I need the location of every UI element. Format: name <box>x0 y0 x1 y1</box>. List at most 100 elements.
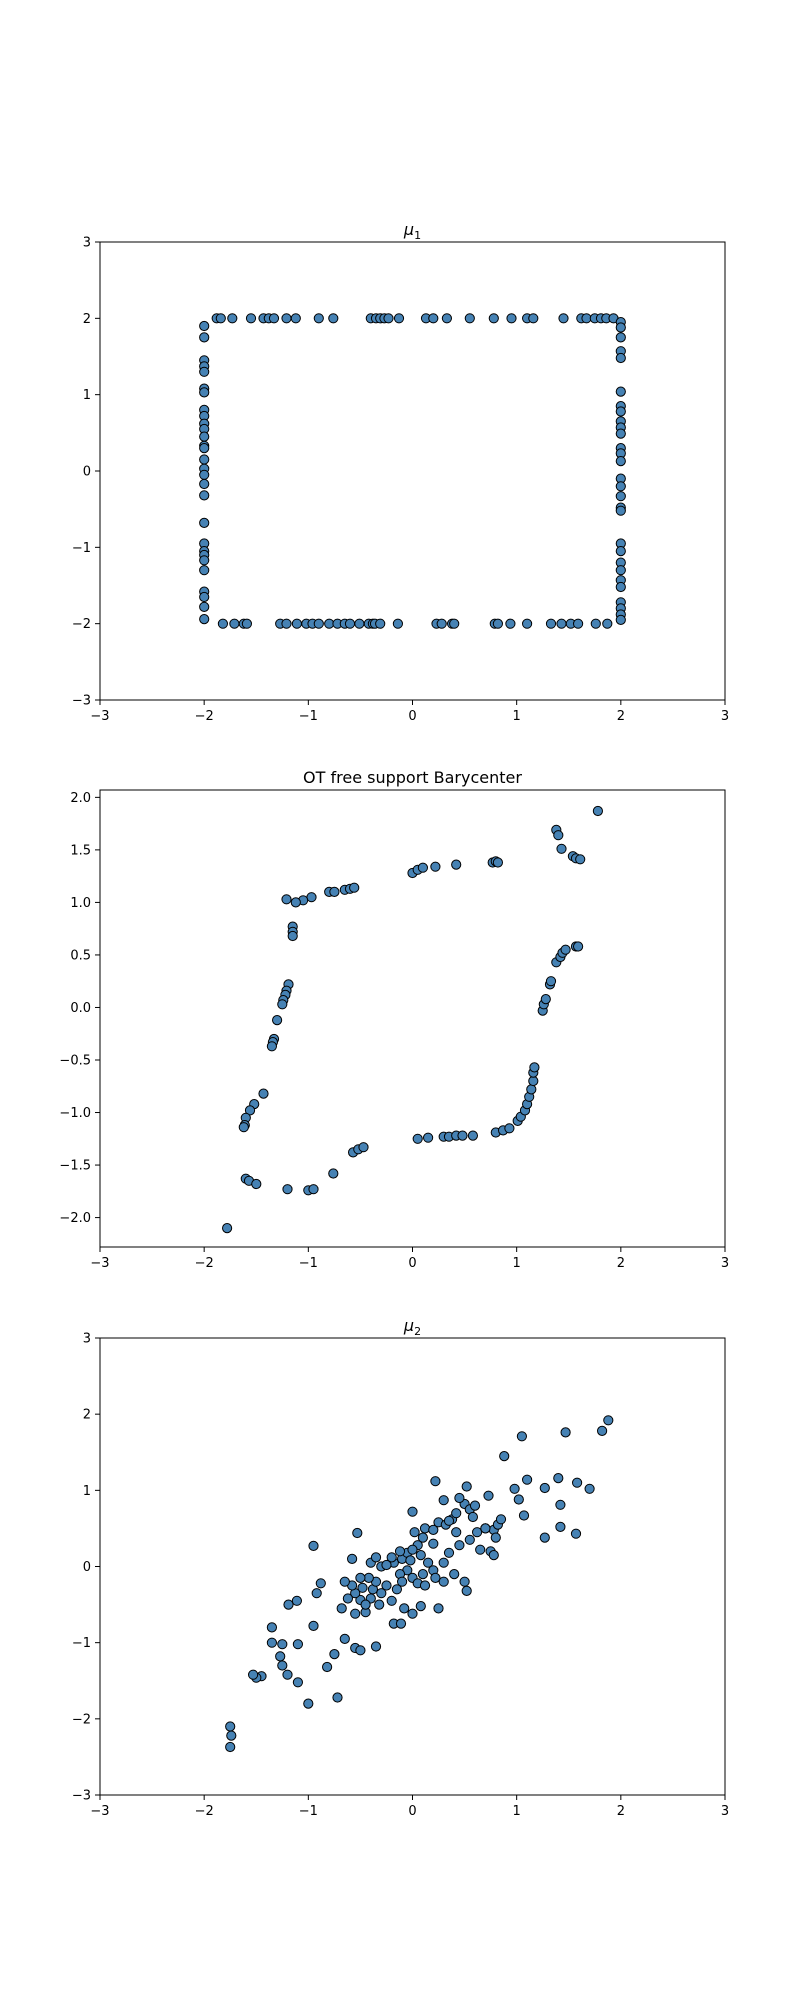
data-point <box>488 313 499 324</box>
data-point <box>615 406 626 417</box>
data-point <box>349 882 360 893</box>
y-tick-label: 2 <box>83 1408 91 1423</box>
data-point <box>443 1547 455 1558</box>
x-tick-label: 2 <box>617 1256 625 1271</box>
data-point <box>407 1608 418 1619</box>
data-point <box>360 1599 371 1610</box>
data-point <box>451 1527 462 1538</box>
data-point <box>597 1425 608 1437</box>
data-point <box>199 443 210 454</box>
data-point <box>245 313 257 324</box>
y-tick-label: −3 <box>72 694 91 709</box>
x-tick-label: 1 <box>513 709 521 724</box>
data-point <box>545 618 557 629</box>
data-point <box>328 1168 339 1179</box>
data-point <box>375 618 386 629</box>
data-point <box>248 1669 259 1680</box>
data-points <box>199 313 626 629</box>
data-point <box>287 930 298 942</box>
data-point <box>575 854 586 865</box>
data-point <box>258 1088 269 1099</box>
data-point <box>461 1481 472 1492</box>
x-tick-label: −1 <box>299 1804 318 1819</box>
data-point <box>528 313 539 324</box>
data-point <box>504 1123 515 1134</box>
data-point <box>266 1637 277 1648</box>
data-point <box>339 1633 350 1645</box>
data-point <box>391 1584 402 1595</box>
data-point <box>199 469 210 480</box>
y-tick-label: −2.0 <box>59 1211 91 1226</box>
data-point <box>451 859 462 870</box>
x-tick-label: 1 <box>513 1804 521 1819</box>
data-point <box>483 1490 494 1501</box>
data-point <box>336 1603 347 1614</box>
data-point <box>313 618 324 629</box>
data-point <box>488 1550 499 1561</box>
data-point <box>215 313 226 324</box>
data-point <box>526 1084 537 1095</box>
data-point <box>407 1544 418 1555</box>
data-point <box>329 1649 340 1660</box>
data-point <box>313 313 324 324</box>
data-point <box>277 999 288 1010</box>
data-point <box>363 1572 374 1584</box>
data-point <box>615 546 626 557</box>
data-point <box>449 618 460 629</box>
data-point <box>225 1741 236 1753</box>
data-point <box>281 618 292 629</box>
data-point <box>615 565 626 576</box>
x-tick-label: −1 <box>299 709 318 724</box>
data-point <box>227 313 238 324</box>
data-point <box>573 618 584 629</box>
y-tick-label: 0.5 <box>70 948 91 963</box>
data-point <box>355 1572 366 1584</box>
data-point <box>395 1618 407 1629</box>
data-point <box>475 1544 486 1555</box>
data-point <box>428 1524 439 1536</box>
data-point <box>355 1645 366 1656</box>
data-point <box>199 517 210 529</box>
y-tick-label: −0.5 <box>59 1053 91 1068</box>
data-point <box>480 1523 491 1534</box>
data-point <box>393 313 405 324</box>
data-point <box>490 1532 501 1543</box>
data-point <box>332 1692 343 1703</box>
y-tick-label: −2 <box>72 1712 91 1727</box>
data-point <box>545 976 557 987</box>
data-point <box>430 1476 441 1487</box>
data-point <box>315 1578 326 1589</box>
data-point <box>615 456 626 467</box>
data-point <box>339 1576 350 1587</box>
data-point <box>556 618 567 629</box>
data-point <box>399 1603 410 1614</box>
data-point <box>441 313 452 324</box>
scatter-panel-3: −3 −2 −1 0 1 2 3 −3 −2 −1 0 1 2 3 μ2 <box>72 1316 729 1819</box>
data-point <box>229 618 240 629</box>
data-point <box>443 1515 455 1526</box>
data-point <box>347 1553 358 1565</box>
data-point <box>615 614 626 626</box>
data-point <box>590 618 601 629</box>
data-point <box>539 1482 550 1494</box>
data-point <box>506 313 517 324</box>
data-point <box>392 618 403 629</box>
data-point <box>438 1495 449 1506</box>
data-point <box>584 1483 595 1494</box>
data-point <box>602 618 613 629</box>
data-points <box>225 1415 614 1753</box>
y-tick-label: −1 <box>72 1636 91 1651</box>
data-point <box>272 1015 283 1026</box>
data-point <box>513 1494 524 1505</box>
data-point <box>492 618 503 629</box>
data-point <box>266 1622 277 1633</box>
data-point <box>615 428 626 439</box>
data-point <box>570 1528 582 1539</box>
data-point <box>615 352 626 364</box>
chart-title: OT free support Barycenter <box>303 768 522 787</box>
x-tick-label: 0 <box>408 1804 416 1819</box>
y-tick-label: 1 <box>83 1484 91 1499</box>
data-point <box>354 618 365 629</box>
data-point <box>386 1595 397 1606</box>
